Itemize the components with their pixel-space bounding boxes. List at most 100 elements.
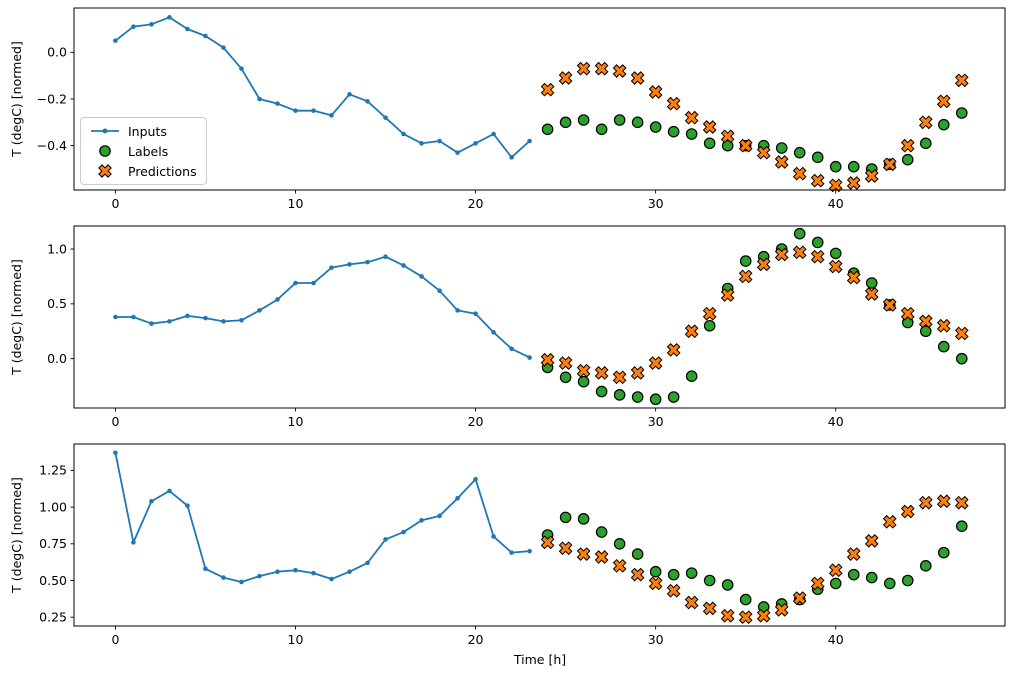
predictions-point: [540, 352, 555, 367]
predictions-point: [792, 591, 807, 605]
inputs-point: [203, 315, 208, 321]
inputs-point: [185, 26, 190, 32]
subplot-2-axes: 0 10 20 30 40 1.0 0.5 0.0: [47, 225, 1006, 429]
predictions-point: [648, 85, 663, 99]
predictions-point: [864, 287, 879, 301]
labels-point: [631, 116, 644, 129]
predictions-point: [756, 608, 771, 623]
predictions-point: [882, 514, 897, 529]
predictions-point: [558, 71, 573, 85]
inputs-point: [293, 108, 298, 113]
predictions-point: [648, 576, 663, 591]
predictions-point: [756, 145, 771, 160]
labels-point: [955, 352, 968, 365]
inputs-point: [473, 311, 478, 317]
labels-point: [739, 593, 752, 606]
predictions-point: [702, 306, 717, 321]
inputs-point: [419, 518, 424, 523]
y-axis-label-subplot-2: T (degC) [normed]: [9, 259, 24, 375]
inputs-point: [509, 155, 514, 160]
predictions-point: [576, 363, 591, 378]
inputs-point: [455, 308, 460, 313]
predictions-point: [954, 73, 969, 88]
inputs-point: [131, 24, 136, 29]
labels-point: [937, 546, 950, 559]
inputs-point: [491, 330, 496, 335]
inputs-point: [347, 262, 352, 267]
labels-point: [667, 568, 680, 581]
labels-point: [613, 389, 626, 401]
labels-point: [577, 513, 590, 525]
labels-point: [721, 579, 734, 591]
predictions-point: [936, 494, 951, 509]
x-tick-label: 0: [111, 196, 119, 211]
inputs-point: [329, 113, 334, 118]
predictions-point: [720, 608, 735, 623]
labels-point: [883, 577, 896, 590]
predictions-point: [576, 61, 591, 76]
inputs-point: [347, 569, 352, 574]
legend-item-labels: Labels: [90, 141, 197, 161]
predictions-point: [666, 96, 681, 111]
predictions-point: [684, 110, 699, 125]
predictions-point: [936, 94, 951, 109]
labels-point: [793, 146, 806, 159]
x-tick-label: 30: [648, 414, 664, 429]
inputs-point: [419, 141, 424, 146]
y-tick-label: 0.75: [39, 536, 67, 551]
predictions-point: [900, 138, 915, 153]
labels-point: [865, 277, 878, 289]
inputs-point: [491, 131, 496, 137]
labels-point: [919, 137, 932, 150]
y-tick-label: 0.0: [47, 351, 67, 366]
labels-point: [919, 325, 932, 338]
predictions-point: [828, 259, 843, 274]
inputs-point: [365, 560, 370, 566]
predictions-point: [828, 563, 843, 578]
inputs-point: [347, 92, 352, 97]
predictions-point: [666, 343, 681, 357]
predictions-point: [900, 306, 915, 321]
labels-point: [559, 371, 572, 384]
inputs-point: [329, 576, 334, 582]
inputs-line: [114, 16, 531, 159]
labels-point: [847, 160, 860, 173]
x-tick-label: 30: [648, 196, 664, 211]
predictions-point: [612, 558, 627, 573]
predictions-point: [648, 356, 663, 370]
inputs-point: [437, 288, 442, 293]
x-axis-label: Time [h]: [513, 652, 567, 667]
inputs-point: [131, 314, 136, 320]
predictions-point: [540, 82, 555, 97]
x-tick-label: 10: [288, 414, 304, 429]
labels-point: [829, 577, 842, 590]
inputs-point: [527, 138, 532, 144]
predictions-point: [684, 595, 699, 610]
predictions-point: [846, 270, 861, 285]
inputs-point: [257, 308, 262, 313]
predictions-point: [882, 157, 897, 172]
inputs-point: [239, 317, 244, 323]
predictions-point: [738, 269, 753, 284]
labels-point: [775, 142, 788, 154]
y-axis-label-subplot-1: T (degC) [normed]: [9, 41, 24, 157]
y-tick-label: 1.00: [39, 499, 67, 514]
labels-point: [631, 548, 644, 560]
legend-label-predictions: Predictions: [128, 163, 197, 179]
labels-point: [595, 385, 608, 398]
predictions-point: [792, 245, 807, 260]
axes-background: [74, 444, 1005, 626]
predictions-point: [900, 504, 915, 519]
inputs-point: [527, 355, 532, 360]
labels-point: [577, 114, 590, 126]
y-tick-label: 1.25: [39, 463, 67, 478]
predictions-point: [684, 324, 699, 339]
predictions-point: [738, 610, 753, 625]
labels-point: [739, 255, 752, 267]
inputs-point: [113, 314, 118, 320]
x-tick-label: 20: [468, 632, 484, 647]
predictions-point: [918, 495, 933, 510]
labels-point: [541, 123, 554, 136]
inputs-point: [437, 138, 442, 144]
predictions-point: [954, 495, 969, 510]
